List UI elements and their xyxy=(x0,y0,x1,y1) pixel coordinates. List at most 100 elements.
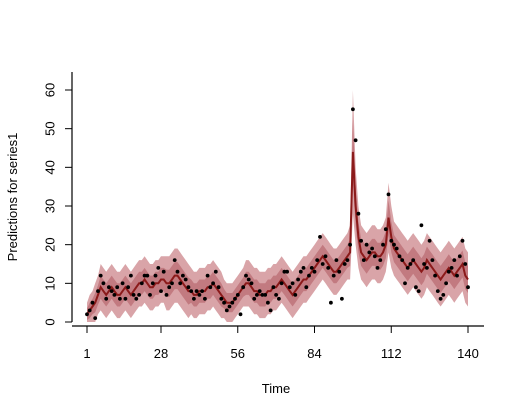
observed-point xyxy=(361,258,366,262)
observed-point xyxy=(203,296,207,301)
observed-point xyxy=(213,269,218,274)
observed-point xyxy=(312,269,317,274)
observed-point xyxy=(183,277,188,282)
observed-point xyxy=(277,296,281,301)
observed-point xyxy=(134,296,139,301)
observed-point xyxy=(107,285,111,290)
observed-point xyxy=(329,300,333,305)
observed-point xyxy=(403,281,407,286)
observed-point xyxy=(411,258,416,262)
observed-point xyxy=(392,242,396,247)
observed-point xyxy=(307,273,311,278)
observed-point xyxy=(400,258,405,262)
observed-point xyxy=(345,258,350,262)
observed-point xyxy=(197,293,202,297)
x-tick-label: 56 xyxy=(231,346,245,361)
observed-point xyxy=(87,308,92,313)
observed-point xyxy=(137,293,142,297)
observed-point xyxy=(120,281,125,286)
observed-point xyxy=(430,258,435,262)
observed-point xyxy=(422,262,426,266)
observed-point xyxy=(235,293,240,297)
observed-point xyxy=(178,281,183,286)
observed-point xyxy=(98,273,103,278)
observed-point xyxy=(290,281,295,286)
observed-point xyxy=(233,296,237,301)
observed-point xyxy=(383,227,388,232)
observed-point xyxy=(189,289,194,293)
observed-point xyxy=(175,269,180,274)
observed-point xyxy=(405,266,410,270)
observed-point xyxy=(145,273,150,278)
observed-point xyxy=(186,285,191,290)
observed-point xyxy=(427,238,432,243)
observed-point xyxy=(263,293,268,297)
observed-point xyxy=(219,296,224,301)
observed-point xyxy=(244,273,248,278)
observed-point xyxy=(129,273,133,278)
observed-point xyxy=(126,285,130,290)
observed-point xyxy=(266,300,270,305)
observed-point xyxy=(298,269,303,274)
observed-point xyxy=(372,254,377,259)
observed-point xyxy=(153,273,158,278)
observed-point xyxy=(287,285,292,290)
observed-point xyxy=(170,281,174,286)
observed-point xyxy=(194,289,199,293)
observed-point xyxy=(457,254,462,259)
observed-point xyxy=(164,293,169,297)
observed-point xyxy=(353,138,358,143)
observed-point xyxy=(109,289,114,293)
observed-point xyxy=(260,293,265,297)
observed-point xyxy=(148,293,152,297)
observed-point xyxy=(389,238,394,243)
observed-point xyxy=(315,258,320,262)
inner-interval-band xyxy=(87,120,468,321)
observed-point xyxy=(96,289,100,293)
observed-point xyxy=(293,293,298,297)
observed-point xyxy=(271,285,276,290)
observed-point xyxy=(323,254,328,259)
observed-point xyxy=(249,281,254,286)
observed-point xyxy=(304,285,309,290)
observed-point xyxy=(348,242,352,247)
observed-point xyxy=(367,250,372,255)
observed-point xyxy=(268,308,273,313)
observed-point xyxy=(408,262,413,266)
observed-point xyxy=(386,192,391,197)
observed-point xyxy=(142,273,147,278)
observed-point xyxy=(104,296,109,301)
observed-point xyxy=(257,289,262,293)
x-tick-label: 112 xyxy=(381,346,402,361)
observed-point xyxy=(156,266,161,270)
y-tick-label: 50 xyxy=(43,121,58,135)
observed-point xyxy=(238,312,243,317)
observed-point xyxy=(446,269,451,274)
observed-point xyxy=(230,300,235,305)
observed-point xyxy=(340,296,344,301)
x-tick-label: 140 xyxy=(457,346,479,361)
observed-points-group xyxy=(85,107,470,320)
observed-point xyxy=(241,285,246,290)
observed-point xyxy=(433,273,437,278)
observed-point xyxy=(296,277,300,282)
observed-point xyxy=(397,254,402,259)
observed-point xyxy=(93,316,98,320)
observed-point xyxy=(381,242,385,247)
observed-point xyxy=(285,269,289,274)
observed-point xyxy=(425,266,429,270)
observed-point xyxy=(466,285,470,290)
observed-point xyxy=(419,223,424,228)
y-tick-label: 60 xyxy=(43,83,58,97)
observed-point xyxy=(351,107,355,112)
observed-point xyxy=(200,289,205,293)
x-axis-title: Time xyxy=(262,381,290,396)
prediction-intervals xyxy=(87,90,468,322)
observed-point xyxy=(359,238,363,243)
observed-point xyxy=(460,238,465,243)
observed-point xyxy=(227,304,232,309)
observed-point xyxy=(309,266,314,270)
observed-point xyxy=(255,293,259,297)
observed-point xyxy=(181,273,185,278)
observed-point xyxy=(326,266,331,270)
